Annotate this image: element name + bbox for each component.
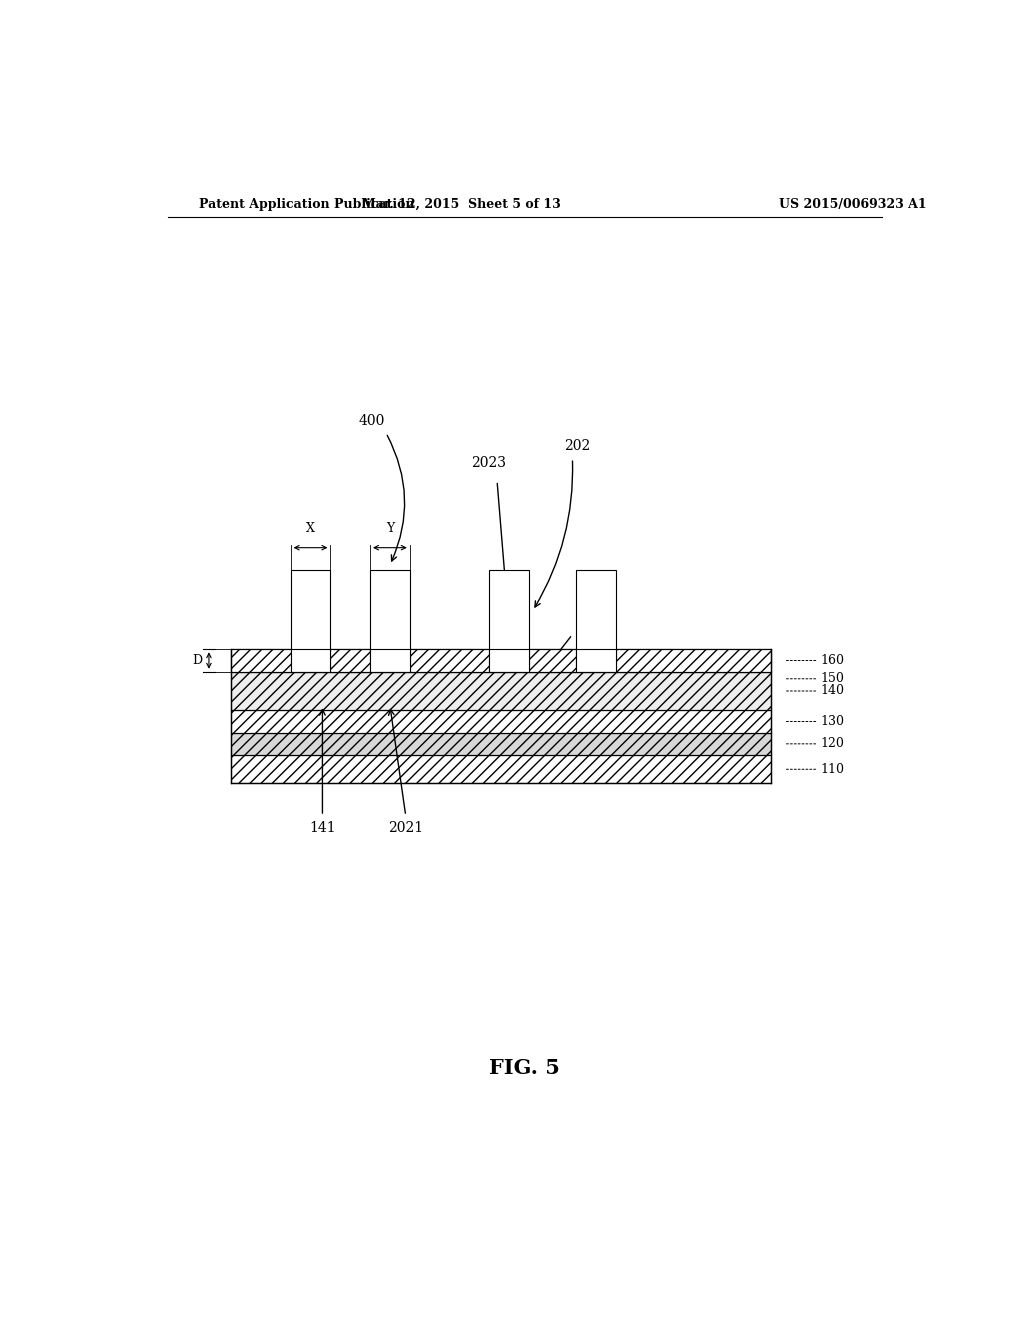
Text: 110: 110 bbox=[821, 763, 845, 776]
Bar bbox=[291, 570, 331, 672]
Text: X: X bbox=[306, 523, 315, 536]
Bar bbox=[331, 649, 370, 672]
Bar bbox=[410, 649, 489, 672]
Text: Patent Application Publication: Patent Application Publication bbox=[200, 198, 415, 211]
Bar bbox=[231, 672, 771, 710]
Text: 130: 130 bbox=[821, 715, 845, 729]
Text: 400: 400 bbox=[358, 413, 385, 428]
Text: 202: 202 bbox=[564, 440, 591, 453]
Bar bbox=[231, 710, 771, 733]
Text: Mar. 12, 2015  Sheet 5 of 13: Mar. 12, 2015 Sheet 5 of 13 bbox=[361, 198, 561, 211]
Bar bbox=[528, 649, 577, 672]
Bar bbox=[231, 733, 771, 755]
Bar bbox=[370, 570, 410, 672]
Bar bbox=[616, 649, 771, 672]
Text: Y: Y bbox=[386, 523, 394, 536]
Text: 120: 120 bbox=[821, 738, 845, 750]
Bar bbox=[231, 649, 771, 672]
Text: 160: 160 bbox=[821, 653, 845, 667]
Text: 150: 150 bbox=[821, 672, 845, 685]
Bar bbox=[231, 649, 291, 672]
Text: US 2015/0069323 A1: US 2015/0069323 A1 bbox=[778, 198, 927, 211]
Text: 2021: 2021 bbox=[388, 821, 423, 836]
Bar bbox=[577, 570, 616, 672]
Text: 140: 140 bbox=[821, 685, 845, 697]
Text: 141: 141 bbox=[309, 821, 336, 836]
Text: D: D bbox=[191, 653, 202, 667]
Text: FIG. 5: FIG. 5 bbox=[489, 1059, 560, 1078]
Text: 2023: 2023 bbox=[471, 457, 506, 470]
Bar bbox=[489, 570, 528, 672]
Bar bbox=[231, 755, 771, 784]
